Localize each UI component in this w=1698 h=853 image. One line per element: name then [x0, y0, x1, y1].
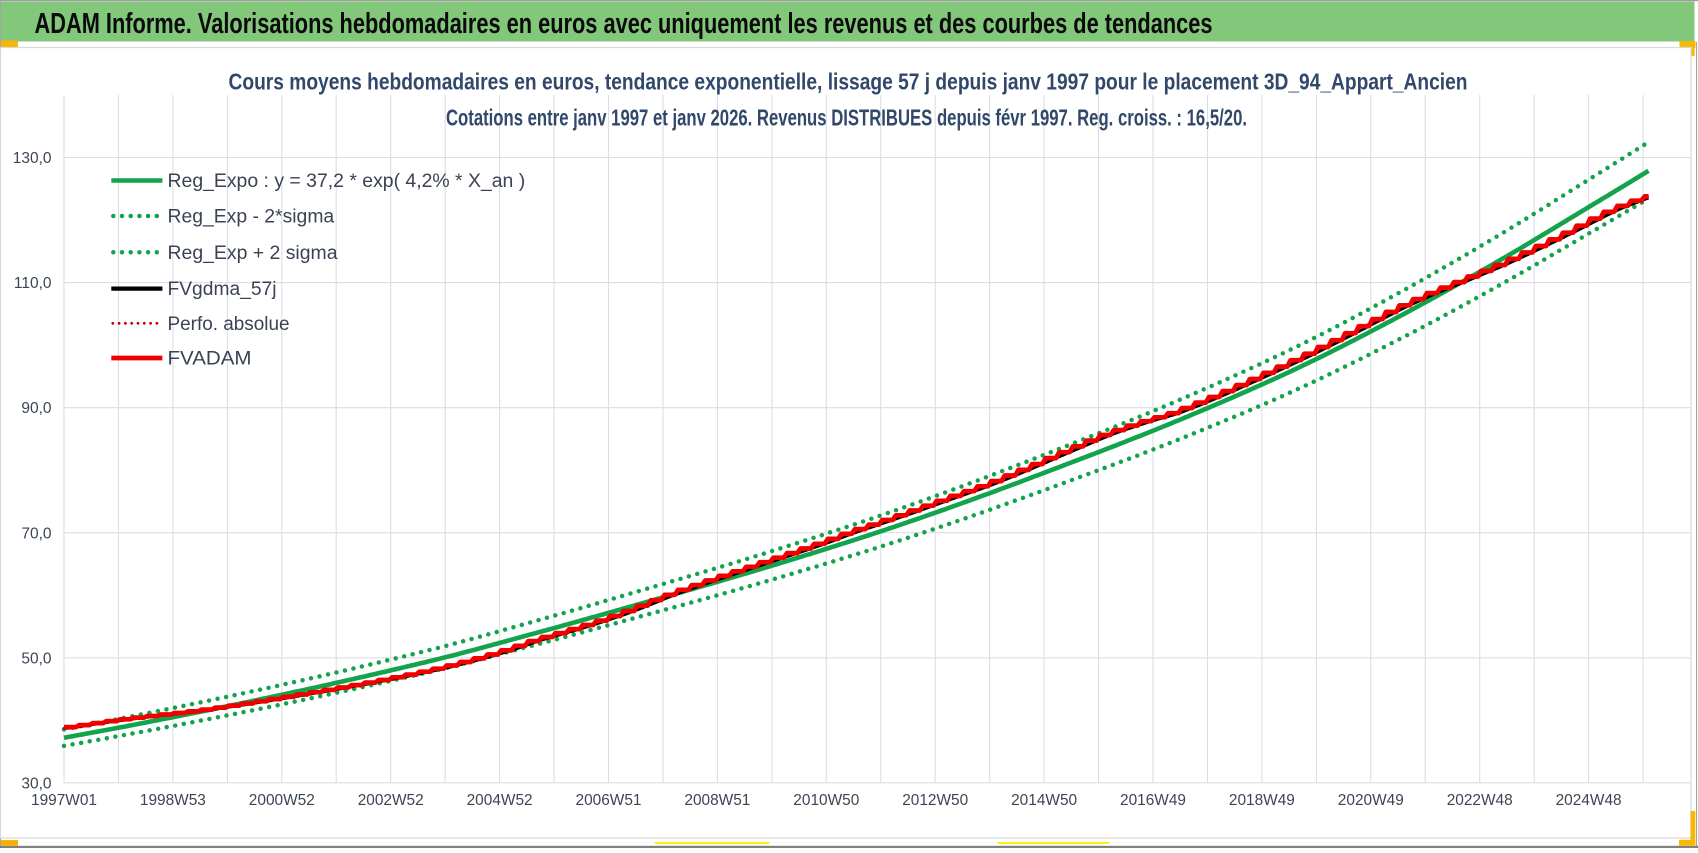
svg-text:2018W49: 2018W49: [1229, 792, 1295, 809]
svg-text:70,0: 70,0: [21, 525, 52, 542]
svg-text:30,0: 30,0: [21, 775, 52, 792]
svg-text:Reg_Exp - 2*sigma: Reg_Exp - 2*sigma: [168, 206, 335, 228]
svg-text:2022W48: 2022W48: [1447, 792, 1513, 809]
svg-text:FVgdma_57j: FVgdma_57j: [168, 278, 277, 300]
svg-text:Cours moyens hebdomadaires en: Cours moyens hebdomadaires en euros, ten…: [229, 68, 1468, 94]
svg-text:2020W49: 2020W49: [1338, 792, 1404, 809]
svg-text:2016W49: 2016W49: [1120, 792, 1186, 809]
svg-text:2008W51: 2008W51: [684, 792, 750, 809]
svg-text:2012W50: 2012W50: [902, 792, 968, 809]
svg-text:Reg_Exp + 2 sigma: Reg_Exp + 2 sigma: [168, 242, 338, 264]
svg-text:2002W52: 2002W52: [358, 792, 424, 809]
svg-text:2006W51: 2006W51: [576, 792, 642, 809]
svg-text:2004W52: 2004W52: [467, 792, 533, 809]
svg-text:Perfo. absolue: Perfo. absolue: [168, 313, 290, 335]
svg-text:2014W50: 2014W50: [1011, 792, 1077, 809]
svg-text:2000W52: 2000W52: [249, 792, 315, 809]
svg-text:90,0: 90,0: [21, 400, 52, 417]
svg-text:2010W50: 2010W50: [793, 792, 859, 809]
svg-text:110,0: 110,0: [14, 275, 52, 292]
svg-text:Cotations entre janv 1997 et j: Cotations entre janv 1997 et janv 2026. …: [446, 104, 1247, 130]
svg-text:1998W53: 1998W53: [140, 792, 206, 809]
svg-text:130,0: 130,0: [13, 150, 52, 167]
svg-text:1997W01: 1997W01: [31, 792, 97, 809]
svg-text:Reg_Expo : y = 37,2 * exp( 4,2: Reg_Expo : y = 37,2 * exp( 4,2% * X_an ): [168, 170, 526, 192]
svg-text:FVADAM: FVADAM: [168, 348, 252, 370]
svg-text:ADAM Informe. Valorisations he: ADAM Informe. Valorisations hebdomadaire…: [35, 8, 1213, 40]
svg-text:50,0: 50,0: [21, 650, 52, 667]
svg-text:2024W48: 2024W48: [1556, 792, 1622, 809]
